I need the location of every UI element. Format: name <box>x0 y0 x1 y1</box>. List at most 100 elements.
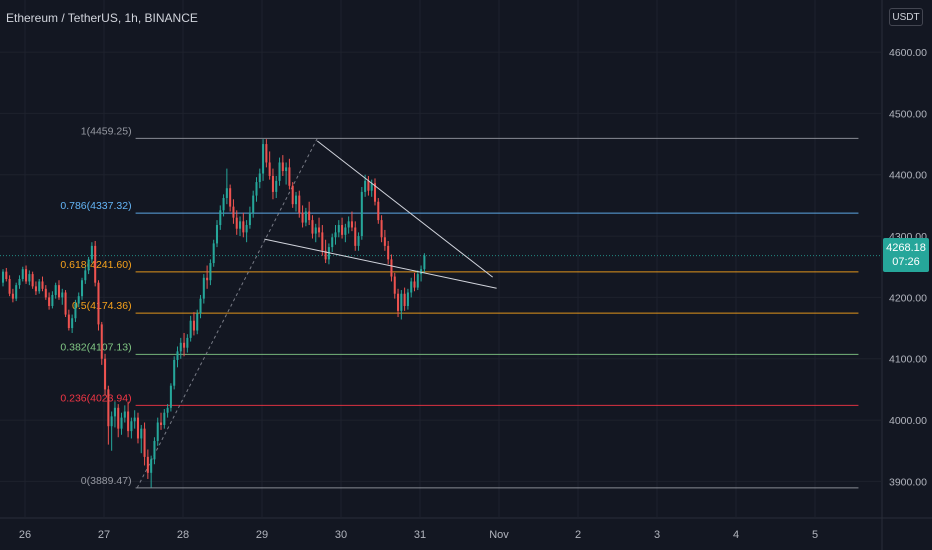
fib-level-label: 0.236(4023.94) <box>60 392 131 404</box>
candle-body <box>423 255 426 270</box>
candle-body <box>5 271 8 279</box>
fib-level-label: 0.786(4337.32) <box>60 200 131 212</box>
candle-body <box>291 185 294 205</box>
candle-body <box>367 180 370 191</box>
candle-body <box>8 279 11 294</box>
candle-body <box>38 281 41 292</box>
fib-level-label: 0.382(4107.13) <box>60 341 131 353</box>
candle-body <box>104 358 107 390</box>
candle-body <box>166 407 169 413</box>
candle-body <box>225 188 228 199</box>
candle-body <box>357 236 360 246</box>
candle-body <box>275 180 278 192</box>
candle-body <box>403 293 406 306</box>
trendline[interactable] <box>264 238 497 289</box>
candle-body <box>71 318 74 329</box>
candle-body <box>229 188 232 207</box>
candle-body <box>146 456 149 473</box>
candle-body <box>48 297 51 306</box>
candle-body <box>377 201 380 221</box>
candle-body <box>271 175 274 192</box>
candle-body <box>364 180 367 192</box>
candle-body <box>160 422 163 425</box>
candle-body <box>94 245 97 283</box>
candle-body <box>189 320 192 338</box>
candle-body <box>278 162 281 181</box>
candle-body <box>130 421 133 432</box>
candle-body <box>21 269 24 279</box>
trendline[interactable] <box>316 140 493 278</box>
candle-body <box>324 250 327 260</box>
candle-body <box>383 237 386 246</box>
candle-body <box>397 293 400 311</box>
x-tick-label: 2 <box>575 529 581 541</box>
candle-body <box>235 217 238 229</box>
candle-body <box>321 232 324 251</box>
candle-body <box>51 294 54 306</box>
x-tick-label: 3 <box>654 529 660 541</box>
candle-body <box>281 162 284 172</box>
candle-body <box>136 417 140 439</box>
bar-countdown: 07:26 <box>892 256 920 268</box>
fib-level-label: 1(4459.25) <box>81 125 132 137</box>
symbol-title[interactable]: Ethereum / TetherUS, 1h, BINANCE <box>6 11 198 25</box>
candle-body <box>176 351 179 360</box>
candle-body <box>400 293 403 311</box>
candle-body <box>334 232 337 238</box>
candle-body <box>308 211 311 221</box>
candle-body <box>294 195 298 205</box>
x-tick-label: 28 <box>177 529 189 541</box>
candle-body <box>100 324 103 359</box>
candle-body <box>406 292 409 306</box>
candle-body <box>242 221 245 233</box>
candle-body <box>140 428 143 439</box>
candle-body <box>413 281 416 288</box>
candle-body <box>215 225 219 244</box>
candle-body <box>15 285 18 299</box>
candle-body <box>183 342 186 348</box>
candle-body <box>156 422 159 441</box>
candle-body <box>212 243 215 264</box>
candle-body <box>123 411 126 418</box>
candle-body <box>169 385 172 408</box>
candle-body <box>255 182 258 196</box>
candle-body <box>341 225 344 235</box>
y-tick-label: 4200.00 <box>889 292 927 304</box>
candle-body <box>61 292 64 298</box>
candle-body <box>163 412 166 425</box>
candle-body <box>80 280 84 297</box>
x-tick-label: 30 <box>335 529 347 541</box>
y-tick-label: 4500.00 <box>889 108 927 120</box>
candle-body <box>1 271 5 283</box>
x-tick-label: 5 <box>812 529 818 541</box>
candle-body <box>67 314 70 329</box>
last-price-label: 4268.18 07:26 <box>883 238 929 272</box>
candle-body <box>64 292 67 315</box>
candle-body <box>143 428 146 457</box>
fib-level-label: 0(3889.47) <box>81 475 132 487</box>
candle-body <box>107 389 110 427</box>
candle-body <box>87 259 90 271</box>
candle-body <box>127 411 130 432</box>
candle-body <box>31 274 34 287</box>
candle-body <box>347 221 350 228</box>
candle-body <box>153 440 156 460</box>
candle-body <box>117 407 120 429</box>
currency-button[interactable]: USDT <box>889 8 923 26</box>
candle-body <box>387 245 390 260</box>
candle-body <box>416 274 419 288</box>
candle-body <box>77 296 80 304</box>
x-tick-label: 29 <box>256 529 268 541</box>
candle-body <box>202 277 205 299</box>
candle-body <box>74 303 77 319</box>
candle-body <box>420 269 423 275</box>
candle-body <box>219 210 222 226</box>
candle-body <box>133 417 136 422</box>
candle-body <box>318 227 321 233</box>
candle-body <box>258 173 261 183</box>
candle-body <box>192 320 195 331</box>
candle-body <box>209 263 212 281</box>
candle-body <box>113 407 116 417</box>
